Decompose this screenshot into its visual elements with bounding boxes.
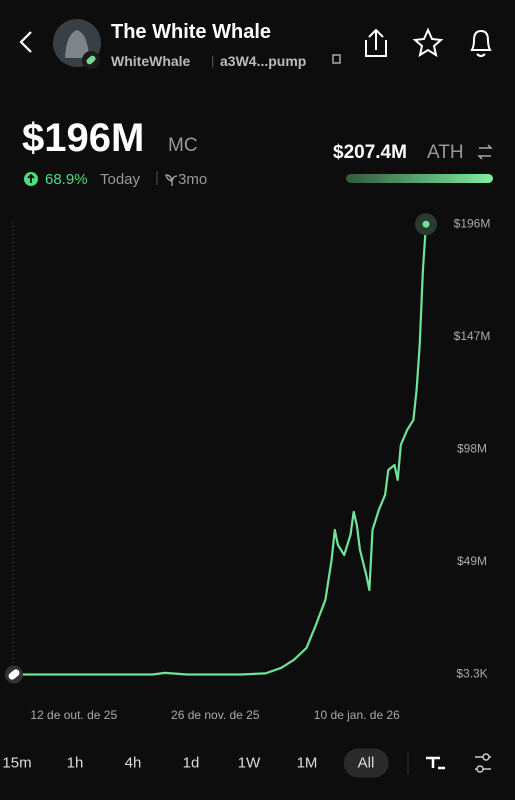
back[interactable] — [19, 31, 32, 53]
address[interactable]: a3W4...pump — [220, 53, 307, 69]
change-period: Today — [100, 171, 141, 188]
timeframe[interactable]: 1W — [237, 754, 261, 772]
token-name: The White Whale — [111, 21, 271, 43]
y-tick-label: $49M — [457, 554, 487, 568]
y-tick-label: $196M — [454, 216, 491, 230]
y-tick-label: $147M — [454, 329, 491, 343]
change: 68.9% — [45, 171, 88, 188]
ath-bar — [346, 174, 493, 183]
timeframe[interactable]: 1h — [66, 754, 84, 772]
price-line — [14, 224, 428, 676]
ath-value: $207.4M — [333, 142, 407, 163]
chart: $3.3K $49M $98M $147M $196M 12 de out. de 25 2… — [5, 213, 491, 722]
age: 3mo — [178, 171, 208, 188]
timeframe[interactable]: 1M — [296, 754, 318, 772]
ath-label: ATH — [427, 142, 464, 163]
timeframe[interactable]: All — [343, 748, 389, 778]
timeframe[interactable]: 1d — [182, 754, 200, 772]
share[interactable] — [365, 28, 387, 57]
y-tick-label: $3.3K — [456, 667, 487, 681]
timeframe[interactable]: 15m — [2, 754, 32, 772]
end-dot — [422, 220, 430, 228]
timeframe[interactable]: 4h — [124, 754, 142, 772]
start-pill — [8, 669, 20, 680]
ticker: WhiteWhale — [111, 53, 191, 69]
y-tick-label: $98M — [457, 442, 487, 456]
star[interactable] — [412, 27, 444, 58]
x-tick-label: 26 de nov. de 25 — [171, 708, 260, 722]
x-tick-label: 10 de jan. de 26 — [314, 708, 400, 722]
bell[interactable] — [470, 29, 492, 57]
x-tick-label: 12 de out. de 25 — [30, 708, 117, 722]
mc-label: MC — [168, 135, 198, 156]
market-cap: $196M — [22, 116, 145, 160]
indicators[interactable] — [426, 756, 445, 770]
